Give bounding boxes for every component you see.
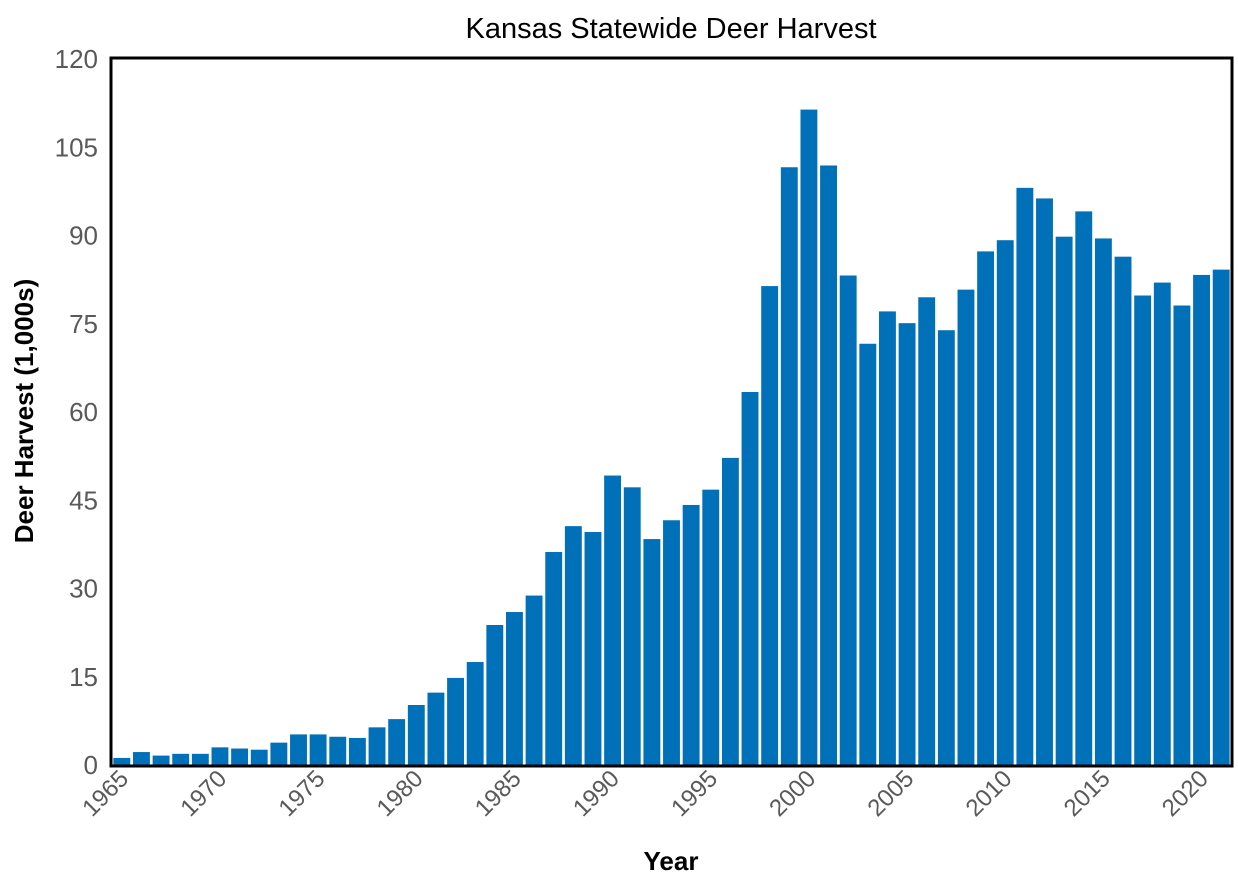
bar-2005 <box>898 323 916 765</box>
y-tick-label: 30 <box>69 574 98 604</box>
x-tick-label: 1970 <box>175 765 232 822</box>
bar-2018 <box>1153 282 1171 765</box>
bar-1991 <box>623 487 641 765</box>
bar-2016 <box>1114 256 1132 765</box>
bar-1980 <box>407 704 425 765</box>
bar-1978 <box>368 727 386 765</box>
x-axis-label: Year <box>644 846 699 876</box>
bar-2009 <box>977 251 995 765</box>
x-tick-label: 1975 <box>274 765 331 822</box>
y-tick-label: 75 <box>69 309 98 339</box>
bar-1994 <box>682 504 700 765</box>
bar-1966 <box>133 752 150 765</box>
y-tick-label: 45 <box>69 485 98 515</box>
bar-2015 <box>1094 238 1112 765</box>
plot-frame <box>109 56 1234 768</box>
x-tick-label: 1985 <box>470 765 527 822</box>
bar-2000 <box>800 109 818 766</box>
bar-1992 <box>643 539 661 765</box>
bar-2008 <box>957 289 975 765</box>
x-tick-label: 1980 <box>372 765 429 822</box>
bar-2019 <box>1173 305 1191 765</box>
y-axis-ticks: 0 15 30 45 60 75 90 105 120 <box>55 44 98 780</box>
bar-2010 <box>996 240 1014 765</box>
bar-1996 <box>721 457 739 765</box>
bar-2021 <box>1212 269 1230 765</box>
bar-2004 <box>879 311 896 765</box>
bar-1990 <box>604 475 622 765</box>
bar-1970 <box>211 747 229 765</box>
x-tick-label: 1990 <box>568 765 625 822</box>
bar-2011 <box>1016 187 1034 766</box>
bar-1984 <box>486 624 504 765</box>
bar-2007 <box>937 330 955 765</box>
bar-1968 <box>172 753 190 765</box>
bar-1971 <box>231 748 249 765</box>
bar-1969 <box>191 753 209 765</box>
bars <box>113 109 1230 766</box>
bar-1987 <box>545 552 563 765</box>
bar-1976 <box>329 736 347 765</box>
bar-2020 <box>1193 274 1210 765</box>
y-tick-label: 105 <box>55 132 98 162</box>
y-tick-label: 15 <box>69 662 98 692</box>
x-tick-label: 2005 <box>862 765 919 822</box>
bar-1985 <box>506 612 523 765</box>
x-tick-label: 2020 <box>1157 765 1214 822</box>
bar-2014 <box>1075 211 1093 765</box>
y-tick-label: 90 <box>69 221 98 251</box>
bar-1999 <box>780 167 798 765</box>
bar-2017 <box>1134 295 1152 765</box>
bar-1983 <box>466 662 484 765</box>
bar-2012 <box>1036 198 1053 765</box>
y-tick-label: 120 <box>55 44 98 74</box>
bar-1967 <box>152 755 170 765</box>
bar-1989 <box>584 532 602 765</box>
y-tick-label: 0 <box>84 750 98 780</box>
bar-1997 <box>741 392 759 765</box>
bar-1977 <box>348 737 366 765</box>
bar-2006 <box>918 297 936 765</box>
bar-1988 <box>564 526 582 765</box>
bar-1981 <box>427 692 445 765</box>
bar-1982 <box>447 677 464 765</box>
bar-1986 <box>525 595 543 765</box>
bar-1979 <box>388 719 406 765</box>
bar-1995 <box>702 489 720 765</box>
x-tick-label: 1995 <box>666 765 723 822</box>
y-axis-label: Deer Harvest (1,000s) <box>9 279 39 544</box>
chart-title: Kansas Statewide Deer Harvest <box>465 13 876 45</box>
bar-1973 <box>270 742 288 765</box>
bar-1974 <box>290 734 307 765</box>
bar-2013 <box>1055 236 1073 765</box>
bar-2003 <box>859 343 877 765</box>
x-axis-ticks: 1965 1970 1975 1980 1985 1990 1995 2000 2005 2010… <box>77 765 1214 822</box>
bar-1993 <box>663 520 680 765</box>
bar-1975 <box>309 734 327 765</box>
y-tick-label: 60 <box>69 397 98 427</box>
bar-2002 <box>839 275 857 765</box>
bar-2001 <box>820 165 837 766</box>
x-tick-label: 2015 <box>1059 765 1116 822</box>
x-tick-label: 2000 <box>764 765 821 822</box>
bar-1965 <box>113 757 131 765</box>
bar-1972 <box>250 749 268 765</box>
x-tick-label: 2010 <box>961 765 1018 822</box>
bar-1998 <box>761 286 779 765</box>
